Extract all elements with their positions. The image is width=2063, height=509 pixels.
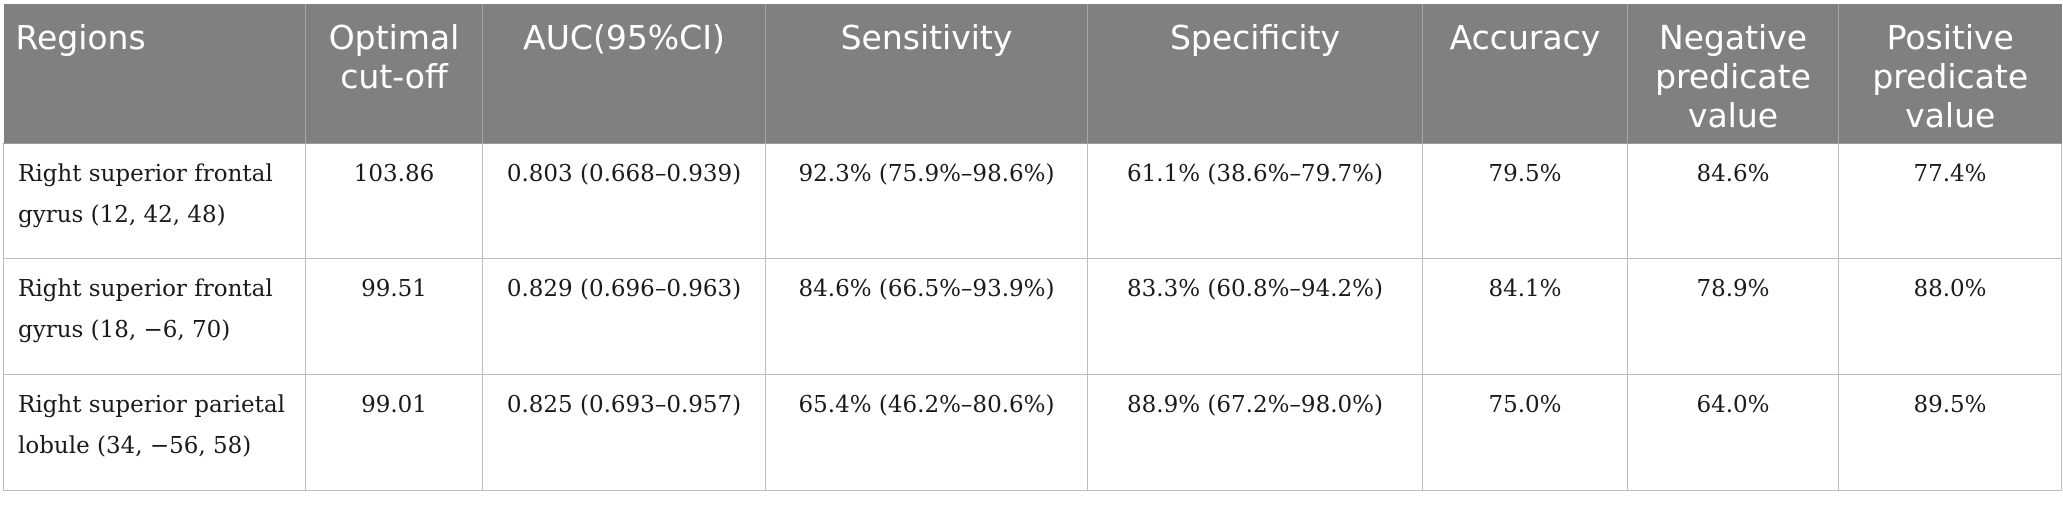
cell-accuracy: 75.0% bbox=[1422, 374, 1628, 491]
cell-auc: 0.825 (0.693–0.957) bbox=[482, 374, 766, 491]
header-positive-predicate-value: Positive predicate value bbox=[1838, 4, 2062, 144]
cell-positive-predicate-value: 77.4% bbox=[1838, 143, 2062, 260]
cell-optimal-cutoff: 99.01 bbox=[305, 374, 483, 491]
header-negative-predicate-value: Negative predicate value bbox=[1627, 4, 1839, 144]
header-accuracy: Accuracy bbox=[1422, 4, 1628, 144]
cell-region: Right superior parietal lobule (34, −56,… bbox=[3, 374, 306, 491]
results-table: Regions Optimal cut-off AUC(95%CI) Sensi… bbox=[3, 4, 2062, 491]
header-regions: Regions bbox=[3, 4, 306, 144]
header-auc: AUC(95%CI) bbox=[482, 4, 766, 144]
cell-region: Right superior frontal gyrus (18, −6, 70… bbox=[3, 258, 306, 376]
cell-region: Right superior frontal gyrus (12, 42, 48… bbox=[3, 143, 306, 260]
table-row: Right superior frontal gyrus (18, −6, 70… bbox=[3, 258, 2062, 376]
cell-sensitivity: 92.3% (75.9%–98.6%) bbox=[765, 143, 1088, 260]
header-row: Regions Optimal cut-off AUC(95%CI) Sensi… bbox=[3, 4, 2062, 144]
cell-sensitivity: 84.6% (66.5%–93.9%) bbox=[765, 258, 1088, 376]
cell-negative-predicate-value: 64.0% bbox=[1627, 374, 1839, 491]
cell-negative-predicate-value: 78.9% bbox=[1627, 258, 1839, 376]
cell-negative-predicate-value: 84.6% bbox=[1627, 143, 1839, 260]
header-sensitivity: Sensitivity bbox=[765, 4, 1088, 144]
header-specificity: Specificity bbox=[1087, 4, 1423, 144]
cell-positive-predicate-value: 89.5% bbox=[1838, 374, 2062, 491]
cell-optimal-cutoff: 103.86 bbox=[305, 143, 483, 260]
table-row: Right superior frontal gyrus (12, 42, 48… bbox=[3, 143, 2062, 260]
cell-positive-predicate-value: 88.0% bbox=[1838, 258, 2062, 376]
cell-specificity: 61.1% (38.6%–79.7%) bbox=[1087, 143, 1423, 260]
table-row: Right superior parietal lobule (34, −56,… bbox=[3, 374, 2062, 491]
cell-specificity: 83.3% (60.8%–94.2%) bbox=[1087, 258, 1423, 376]
cell-accuracy: 84.1% bbox=[1422, 258, 1628, 376]
header-optimal-cutoff: Optimal cut-off bbox=[305, 4, 483, 144]
cell-auc: 0.829 (0.696–0.963) bbox=[482, 258, 766, 376]
cell-optimal-cutoff: 99.51 bbox=[305, 258, 483, 376]
cell-specificity: 88.9% (67.2%–98.0%) bbox=[1087, 374, 1423, 491]
cell-auc: 0.803 (0.668–0.939) bbox=[482, 143, 766, 260]
cell-sensitivity: 65.4% (46.2%–80.6%) bbox=[765, 374, 1088, 491]
cell-accuracy: 79.5% bbox=[1422, 143, 1628, 260]
